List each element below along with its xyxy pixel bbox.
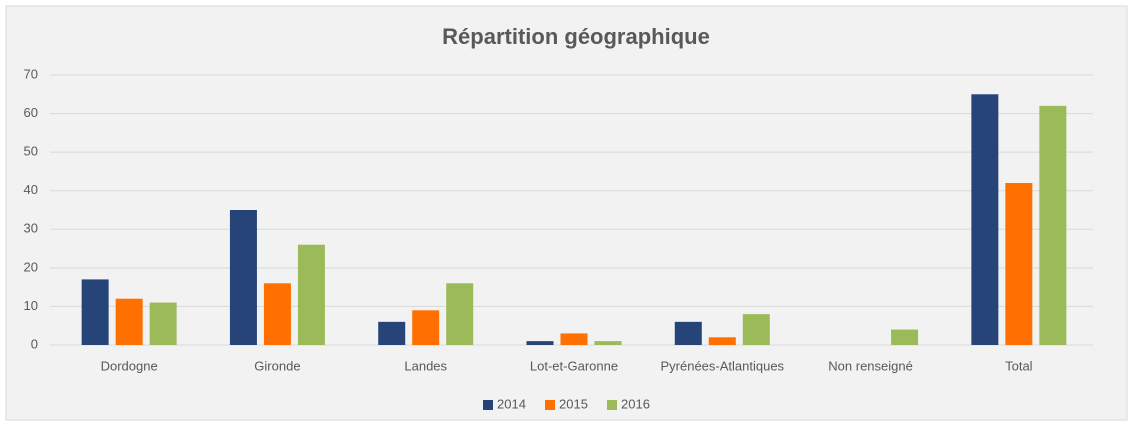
bar — [446, 283, 474, 345]
bar — [1039, 105, 1067, 345]
y-tick-label: 20 — [24, 259, 38, 274]
legend-label: 2015 — [559, 396, 588, 411]
x-tick-label: Total — [1005, 358, 1033, 373]
bar — [1005, 183, 1033, 345]
bar — [229, 210, 257, 345]
bar — [412, 310, 440, 345]
bar — [297, 244, 325, 345]
legend-swatch — [545, 400, 555, 410]
bar — [378, 321, 406, 345]
x-tick-label: Lot-et-Garonne — [530, 358, 618, 373]
bar — [742, 314, 770, 345]
bar — [560, 333, 588, 345]
x-tick-label: Dordogne — [101, 358, 158, 373]
bar — [81, 279, 109, 345]
y-tick-label: 60 — [24, 105, 38, 120]
x-tick-label: Non renseigné — [828, 358, 913, 373]
y-tick-label: 30 — [24, 221, 38, 236]
bar — [149, 302, 177, 345]
bar — [674, 321, 702, 345]
bar — [115, 298, 143, 345]
x-tick-label: Gironde — [254, 358, 300, 373]
legend-swatch — [483, 400, 493, 410]
x-tick-label: Landes — [404, 358, 447, 373]
y-tick-label: 10 — [24, 298, 38, 313]
chart-title: Répartition géographique — [442, 24, 710, 49]
y-tick-label: 0 — [31, 336, 38, 351]
x-tick-label: Pyrénées-Atlantiques — [660, 358, 784, 373]
legend-swatch — [607, 400, 617, 410]
bar — [971, 94, 999, 346]
legend-label: 2016 — [621, 396, 650, 411]
bar — [708, 337, 736, 345]
bar — [526, 341, 554, 345]
y-tick-label: 70 — [24, 66, 38, 81]
bar — [263, 283, 291, 345]
y-tick-label: 50 — [24, 144, 38, 159]
legend-label: 2014 — [497, 396, 526, 411]
bar — [594, 341, 622, 345]
y-tick-label: 40 — [24, 182, 38, 197]
bar — [891, 329, 919, 345]
